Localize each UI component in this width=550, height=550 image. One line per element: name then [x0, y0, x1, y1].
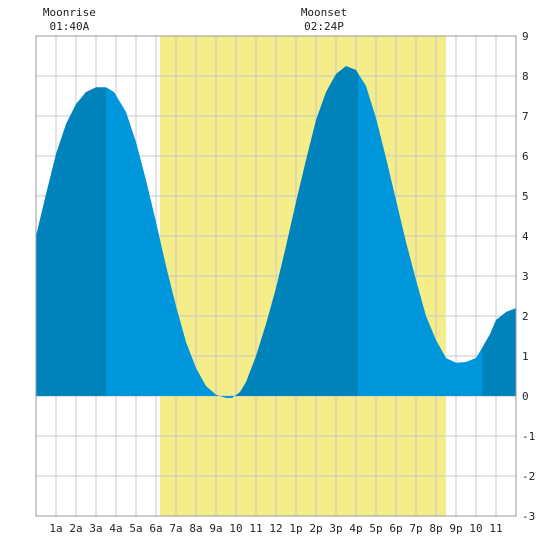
- x-tick-label: 11: [249, 522, 262, 535]
- x-tick-label: 10: [469, 522, 482, 535]
- x-tick-label: 7p: [409, 522, 422, 535]
- x-tick-label: 7a: [169, 522, 182, 535]
- x-tick-label: 5p: [369, 522, 382, 535]
- y-axis-ticks: -3 -2 -1 0 1 2 3 4 5 6 7 8 9: [522, 30, 535, 523]
- x-tick-label: 3a: [89, 522, 102, 535]
- x-tick-label: 1p: [289, 522, 302, 535]
- x-tick-label: 1a: [49, 522, 62, 535]
- x-tick-label: 12: [269, 522, 282, 535]
- y-tick-label: 3: [522, 270, 529, 283]
- x-tick-label: 6a: [149, 522, 162, 535]
- moon-event-time: 02:24P: [304, 20, 344, 33]
- y-tick-label: 7: [522, 110, 529, 123]
- y-tick-label: 5: [522, 190, 529, 203]
- y-tick-label: 8: [522, 70, 529, 83]
- x-tick-label: 8a: [189, 522, 202, 535]
- x-tick-label: 11: [489, 522, 502, 535]
- y-tick-label: -3: [522, 510, 535, 523]
- moon-event-time: 01:40A: [50, 20, 90, 33]
- x-tick-label: 5a: [129, 522, 142, 535]
- y-tick-label: 0: [522, 390, 529, 403]
- y-tick-label: 4: [522, 230, 529, 243]
- y-tick-label: 2: [522, 310, 529, 323]
- y-tick-label: 6: [522, 150, 529, 163]
- plot-border: [35, 35, 517, 517]
- x-tick-label: 3p: [329, 522, 342, 535]
- y-tick-label: 1: [522, 350, 529, 363]
- x-tick-label: 2p: [309, 522, 322, 535]
- y-tick-label: 9: [522, 30, 529, 43]
- grid: [36, 36, 516, 516]
- x-axis-ticks: 1a 2a 3a 4a 5a 6a 7a 8a 9a 10 11 12 1p 2p 3p 4p 5p 6p 7p 8p…: [49, 522, 502, 535]
- moon-event-label: Moonset: [301, 6, 347, 19]
- x-tick-label: 2a: [69, 522, 82, 535]
- x-tick-label: 4p: [349, 522, 362, 535]
- x-tick-label: 9p: [449, 522, 462, 535]
- x-tick-label: 10: [229, 522, 242, 535]
- x-tick-label: 9a: [209, 522, 222, 535]
- y-tick-label: -2: [522, 470, 535, 483]
- y-tick-label: -1: [522, 430, 535, 443]
- x-tick-label: 4a: [109, 522, 122, 535]
- moon-event-label: Moonrise: [43, 6, 96, 19]
- x-tick-label: 8p: [429, 522, 442, 535]
- x-tick-label: 6p: [389, 522, 402, 535]
